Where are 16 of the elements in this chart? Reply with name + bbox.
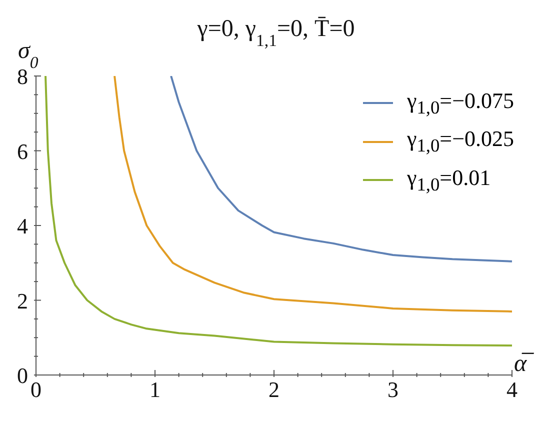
line-series [170,76,512,262]
x-tick-label: 3 [388,377,398,402]
line-series [114,76,512,312]
x-tick-label: 2 [268,377,280,402]
legend-label: γ$_{1,0}$=0.01 [407,164,491,196]
legend-label: γ$_{1,0}$=−0.025 [407,126,514,157]
legend-label: γ$_{1,0}$=−0.075 [407,88,514,118]
x-tick-label: 4 [506,377,518,402]
line-series [44,76,512,346]
y-tick-label: 2 [17,288,28,314]
x-axis-title: α̅ [514,351,535,377]
y-tick-label: 6 [17,138,28,164]
y-tick-label: 8 [17,64,28,89]
x-tick-label: 1 [150,377,160,402]
chart-title: γ=0, γ$_{1,1}$=0, T̄=0 [196,16,355,50]
y-tick-label: 4 [17,214,28,238]
